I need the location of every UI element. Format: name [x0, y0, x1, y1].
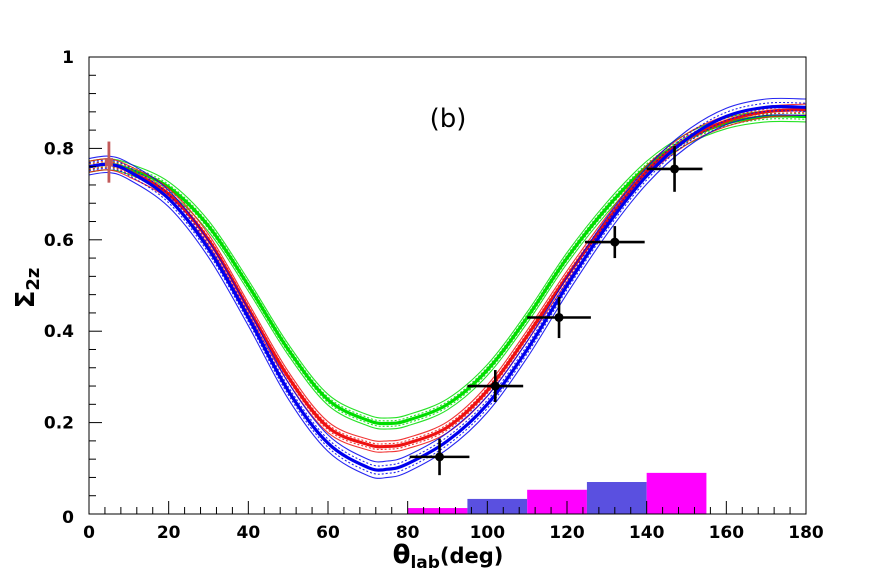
- band-red-band: [88, 103, 807, 453]
- data-point-marker: [490, 381, 500, 391]
- band-line-0-2: [88, 114, 807, 426]
- histogram-bar-2: [527, 489, 587, 514]
- histogram-bar-4: [646, 472, 707, 514]
- y-axis-title: Σ2z: [11, 268, 44, 309]
- axes: [88, 56, 807, 515]
- y-tick-label: 1: [62, 48, 74, 68]
- x-axis-title: θlab(deg): [393, 540, 504, 572]
- reference-point: [104, 141, 113, 183]
- histogram-bar-3: [586, 482, 647, 514]
- histogram-layer: [407, 472, 707, 514]
- band-line-1-3: [88, 106, 807, 445]
- band-layer: [88, 97, 807, 479]
- y-tick-label: 0.6: [44, 231, 74, 251]
- x-tick-label: 60: [316, 523, 340, 543]
- band-blue-band: [88, 97, 807, 479]
- band-green-band: [88, 109, 807, 430]
- x-tick-label: 180: [788, 523, 824, 543]
- x-axis-subscript: lab: [410, 553, 439, 572]
- band-line-2-0: [88, 114, 807, 479]
- band-line-2-4: [88, 97, 807, 463]
- x-tick-label: 80: [396, 523, 420, 543]
- data-point-marker: [435, 452, 445, 462]
- x-axis-symbol: θ: [393, 540, 411, 570]
- band-line-1-2: [88, 108, 807, 449]
- tick-layer: 0 20 40 60 80 100 120 140 160 180 0 0.2 0.4 0.6 0.8 1: [44, 48, 824, 543]
- y-tick-label: 0.2: [44, 414, 74, 434]
- data-point-1: [467, 370, 524, 403]
- x-tick-label: 120: [549, 523, 585, 543]
- data-point-marker: [610, 237, 620, 247]
- band-line-0-4: [88, 109, 807, 419]
- data-point-marker: [554, 312, 564, 322]
- y-tick-label: 0.4: [44, 322, 74, 342]
- y-axis-symbol: Σ: [11, 291, 41, 309]
- histogram-bar-0: [407, 508, 468, 514]
- plot-frame: [88, 56, 807, 515]
- x-tick-label: 20: [157, 523, 181, 543]
- x-tick-label: 100: [470, 523, 506, 543]
- band-line-0-0: [88, 120, 807, 430]
- x-axis-unit: (deg): [440, 544, 504, 568]
- band-line-0-3: [88, 112, 807, 422]
- band-line-1-4: [88, 103, 807, 442]
- band-line-0-1: [88, 118, 807, 427]
- data-point-2: [527, 296, 591, 339]
- data-point-0: [409, 438, 470, 476]
- x-tick-label: 160: [709, 523, 745, 543]
- x-tick-label: 0: [83, 523, 95, 543]
- x-tick-label: 140: [629, 523, 665, 543]
- data-point-3: [584, 226, 645, 259]
- histogram-bar-1: [467, 498, 528, 514]
- x-tick-label: 40: [236, 523, 260, 543]
- band-line-2-3: [88, 101, 807, 467]
- band-line-2-1: [88, 110, 807, 475]
- y-tick-label: 0: [62, 508, 74, 528]
- data-point-layer: [104, 141, 703, 476]
- y-tick-label: 0.8: [44, 139, 74, 159]
- y-axis-subscript: 2z: [23, 268, 44, 291]
- reference-point-marker: [104, 158, 113, 167]
- data-point-marker: [670, 164, 680, 174]
- data-point-4: [646, 146, 703, 192]
- band-line-2-2: [88, 104, 807, 472]
- panel-label: (b): [430, 104, 467, 134]
